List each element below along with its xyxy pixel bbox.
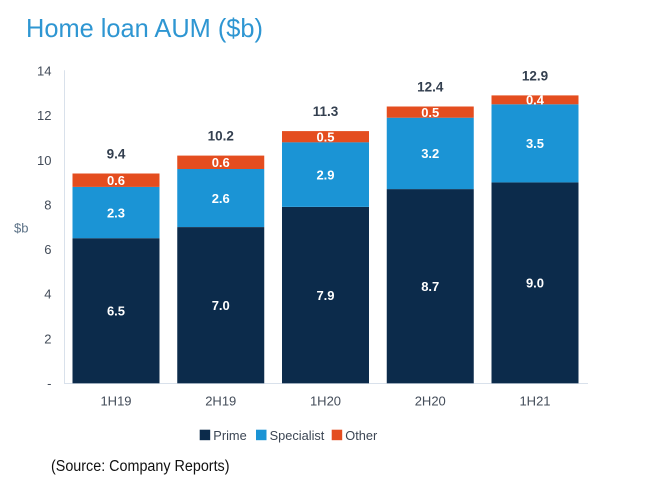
svg-text:0.6: 0.6	[212, 155, 230, 170]
svg-text:10.2: 10.2	[208, 129, 234, 144]
svg-text:Prime: Prime	[213, 428, 246, 443]
svg-text:12: 12	[37, 108, 51, 123]
svg-text:Other: Other	[345, 428, 378, 443]
svg-text:0.5: 0.5	[421, 105, 439, 120]
svg-text:3.5: 3.5	[526, 136, 544, 151]
svg-text:Specialist: Specialist	[270, 428, 325, 443]
svg-text:0.4: 0.4	[526, 93, 545, 108]
svg-text:1H19: 1H19	[100, 394, 131, 409]
svg-text:$b: $b	[14, 221, 28, 236]
svg-text:Home loan AUM ($b): Home loan AUM ($b)	[26, 13, 263, 43]
svg-text:2.9: 2.9	[316, 167, 334, 182]
svg-text:2.3: 2.3	[107, 205, 125, 220]
svg-text:2H20: 2H20	[415, 394, 446, 409]
svg-text:12.9: 12.9	[522, 69, 548, 84]
svg-text:10: 10	[37, 153, 51, 168]
svg-text:6.5: 6.5	[107, 304, 125, 319]
svg-text:(Source: Company Reports): (Source: Company Reports)	[51, 458, 230, 475]
svg-text:7.9: 7.9	[316, 288, 334, 303]
svg-text:2H19: 2H19	[205, 394, 236, 409]
svg-text:2: 2	[44, 331, 51, 346]
svg-text:12.4: 12.4	[417, 80, 444, 95]
svg-text:0.6: 0.6	[107, 173, 125, 188]
svg-text:1H20: 1H20	[310, 394, 341, 409]
svg-text:0.5: 0.5	[316, 129, 334, 144]
svg-text:-: -	[47, 376, 51, 391]
svg-text:8: 8	[44, 197, 51, 212]
svg-text:1H21: 1H21	[519, 394, 550, 409]
svg-text:2.6: 2.6	[212, 191, 230, 206]
svg-text:7.0: 7.0	[212, 298, 230, 313]
svg-text:11.3: 11.3	[313, 104, 339, 119]
svg-text:9.4: 9.4	[107, 147, 126, 162]
svg-text:9.0: 9.0	[526, 276, 544, 291]
svg-text:4: 4	[44, 287, 51, 302]
svg-text:14: 14	[37, 64, 51, 79]
svg-text:6: 6	[44, 242, 51, 257]
svg-text:3.2: 3.2	[421, 146, 439, 161]
svg-text:8.7: 8.7	[421, 279, 439, 294]
